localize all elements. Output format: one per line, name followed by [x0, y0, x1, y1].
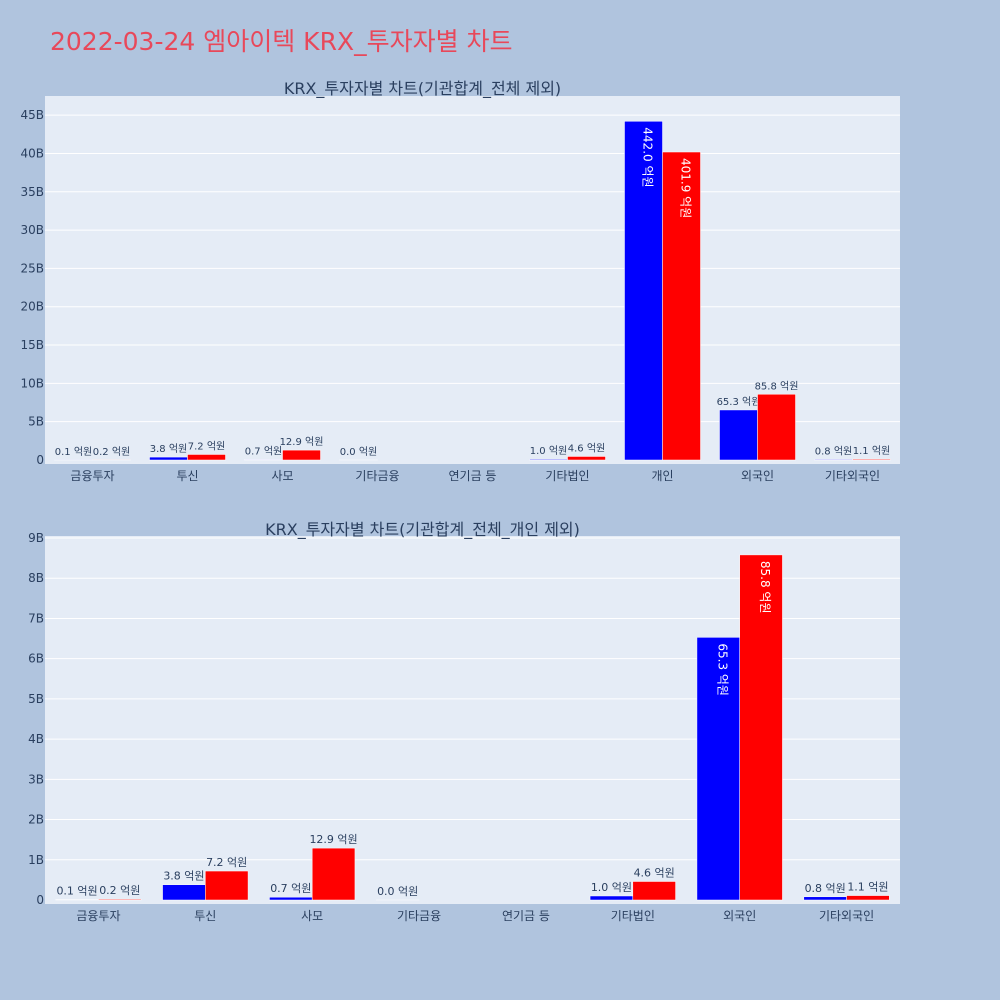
data-label: 0.8 억원: [805, 882, 846, 895]
data-label: 0.2 억원: [99, 884, 140, 897]
data-label: 0.1 억원: [56, 885, 97, 898]
x-tick-label: 금융투자: [70, 469, 114, 483]
x-tick-label: 개인: [651, 469, 673, 483]
data-label: 1.1 억원: [847, 881, 888, 894]
x-tick-label: 기타금융: [355, 469, 399, 483]
bar-series1-6: [624, 121, 663, 461]
bar-series2-0: [98, 898, 142, 901]
y-tick-label: 4B: [28, 732, 44, 746]
data-label: 7.2 억원: [188, 440, 225, 452]
x-tick-label: 투신: [194, 909, 216, 923]
x-tick-label: 외국인: [723, 909, 756, 923]
bar-series2-1: [187, 454, 226, 461]
chart-title: KRX_투자자별 차트(기관합계_전체_개인 제외): [265, 520, 580, 540]
data-label: 3.8 억원: [163, 870, 204, 883]
bar-series1-1: [162, 884, 206, 901]
x-tick-label: 투신: [176, 469, 198, 483]
data-label: 1.0 억원: [530, 445, 567, 457]
x-tick-label: 금융투자: [76, 909, 120, 923]
y-tick-label: 30B: [20, 223, 44, 237]
x-tick-label: 기타외국인: [819, 909, 874, 923]
y-tick-label: 25B: [20, 261, 44, 275]
bar-series1-7: [803, 896, 847, 901]
bar-series2-2: [282, 449, 321, 461]
x-tick-label: 연기금 등: [449, 469, 497, 483]
y-tick-label: 35B: [20, 185, 44, 199]
y-tick-label: 3B: [28, 772, 44, 786]
bar-series2-8: [852, 458, 891, 461]
page-title: 2022-03-24 엠아이텍 KRX_투자자별 차트: [50, 27, 513, 56]
y-tick-label: 20B: [20, 300, 44, 314]
bar-series1-2: [269, 896, 313, 901]
bar-series1-8: [814, 459, 853, 461]
chart-2: 0 1B 2B 3B 4B 5B 6B 7B 8B 9B KRX_투자자별 차트(기관합계_전체_개…: [28, 520, 900, 923]
data-label: 0.8 억원: [815, 445, 852, 457]
data-label: 0.7 억원: [270, 882, 311, 895]
data-label: 85.8 억원: [755, 380, 799, 392]
data-label: 0.2 억원: [93, 446, 130, 458]
bar-series2-6: [739, 554, 783, 901]
bar-series2-1: [205, 870, 249, 901]
y-tick-label: 10B: [20, 376, 44, 390]
data-label: 0.0 억원: [340, 446, 377, 458]
bar-series1-2: [244, 459, 283, 461]
y-tick-label: 6B: [28, 652, 44, 666]
data-label: 12.9 억원: [280, 436, 324, 448]
x-tick-label: 기타법인: [545, 469, 589, 483]
bar-series2-7: [846, 895, 890, 901]
x-tick-label: 기타외국인: [825, 469, 880, 483]
y-tick-label: 7B: [28, 611, 44, 625]
y-tick-label: 45B: [20, 108, 44, 122]
bar-series1-5: [529, 458, 568, 461]
y-tick-label: 1B: [28, 853, 44, 867]
data-label: 1.0 억원: [591, 881, 632, 894]
x-tick-label: 기타법인: [611, 909, 655, 923]
data-label: 12.9 억원: [309, 833, 357, 846]
y-tick-label: 5B: [28, 415, 44, 429]
bar-series2-6: [662, 151, 701, 461]
bar-series1-7: [719, 409, 758, 461]
data-label: 1.1 억원: [853, 445, 890, 457]
data-label: 0.0 억원: [377, 885, 418, 898]
data-label: 0.1 억원: [55, 446, 92, 458]
y-tick-label: 15B: [20, 338, 44, 352]
y-tick-label: 9B: [28, 531, 44, 545]
y-tick-label: 0: [36, 893, 44, 907]
data-label: 65.3 억원: [717, 396, 761, 408]
chart-1: 0 5B 10B 15B 20B 25B 30B 35B 40B 45B KRX_투자자별 차트(기…: [20, 79, 900, 483]
y-tick-label: 0: [36, 453, 44, 467]
y-tick-label: 8B: [28, 571, 44, 585]
bar-series1-5: [589, 895, 634, 901]
data-label: 4.6 억원: [634, 866, 675, 879]
data-label: 3.8 억원: [150, 443, 187, 455]
x-tick-label: 사모: [301, 909, 323, 923]
y-tick-label: 2B: [28, 813, 44, 827]
y-tick-label: 5B: [28, 692, 44, 706]
data-label: 7.2 억원: [206, 856, 247, 869]
bar-series2-5: [567, 456, 606, 461]
data-label: 0.7 억원: [245, 445, 282, 457]
bar-series1-1: [149, 456, 188, 461]
data-label: 65.3 억원: [715, 643, 729, 696]
x-tick-label: 기타금융: [397, 909, 441, 923]
x-tick-label: 연기금 등: [502, 909, 550, 923]
bar-series2-5: [632, 881, 676, 901]
bar-series2-2: [311, 847, 356, 901]
bar-series2-7: [757, 394, 796, 461]
x-tick-label: 외국인: [741, 469, 774, 483]
x-tick-label: 사모: [271, 469, 293, 483]
data-label: 4.6 억원: [568, 442, 605, 454]
data-label: 442.0 억원: [641, 127, 655, 187]
chart-title: KRX_투자자별 차트(기관합계_전체 제외): [284, 79, 561, 99]
y-tick-label: 40B: [20, 146, 44, 160]
data-label: 401.9 억원: [679, 158, 693, 218]
bar-series1-6: [696, 637, 740, 901]
data-label: 85.8 억원: [758, 561, 772, 614]
